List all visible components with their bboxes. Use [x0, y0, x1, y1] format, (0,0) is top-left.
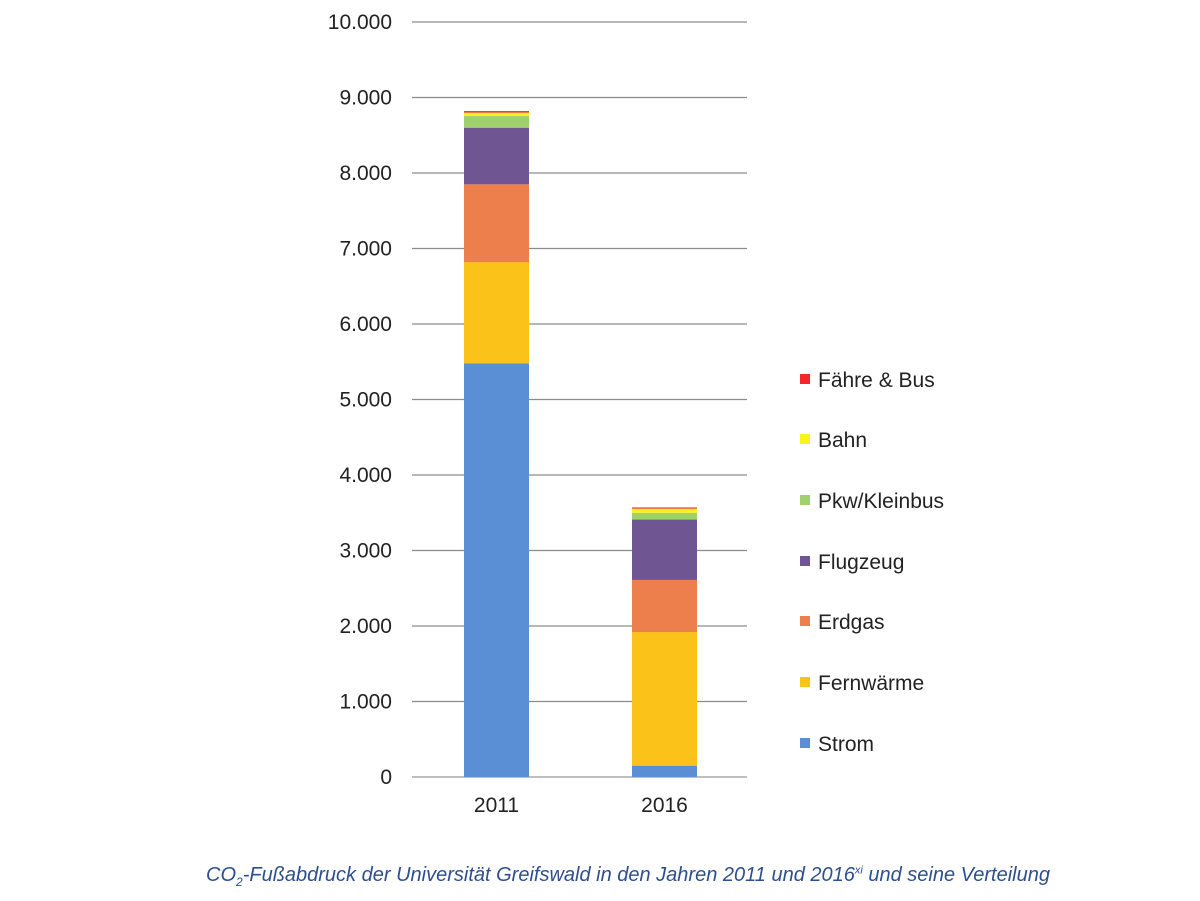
legend-label: Erdgas	[818, 611, 885, 634]
y-tick-label: 6.000	[339, 313, 392, 336]
legend-swatch	[800, 374, 810, 384]
legend-label: Fähre & Bus	[818, 369, 935, 392]
bar-segment-f-hre-bus-2011	[464, 111, 529, 113]
legend-label: Bahn	[818, 429, 867, 452]
bar-segment-flugzeug-2011	[464, 127, 529, 185]
legend-swatch	[800, 616, 810, 626]
stacked-bar-chart: 0 1.000 2.000 3.000 4.000 5.000 6.000 7.000 8.00…	[328, 11, 944, 817]
bar-segment-pkw-kleinbus-2011	[464, 115, 529, 128]
legend-label: Strom	[818, 733, 874, 756]
bar-segment-bahn-2016	[632, 508, 697, 513]
legend-label: Fernwärme	[818, 672, 924, 695]
bar-segment-pkw-kleinbus-2016	[632, 512, 697, 520]
figure-caption: CO2-Fußabdruck der Universität Greifswal…	[0, 864, 1200, 889]
bar-segment-fernw-rme-2016	[632, 632, 697, 766]
legend-swatch	[800, 738, 810, 748]
caption-text: -Fußabdruck der Universität Greifswald i…	[242, 864, 855, 886]
bar-segment-strom-2016	[632, 765, 697, 777]
legend-label: Flugzeug	[818, 551, 904, 574]
y-tick-label: 1.000	[339, 691, 392, 714]
y-tick-label: 2.000	[339, 615, 392, 638]
y-tick-label: 3.000	[339, 540, 392, 563]
bar-segment-erdgas-2011	[464, 184, 529, 263]
caption-subscript: 2	[236, 875, 243, 889]
y-tick-label: 7.000	[339, 238, 392, 261]
caption-co: CO	[206, 864, 236, 886]
y-tick-label: 5.000	[339, 389, 392, 412]
bar-segment-erdgas-2016	[632, 579, 697, 633]
y-tick-label: 8.000	[339, 162, 392, 185]
x-tick-label: 2011	[474, 794, 519, 817]
bar-segment-bahn-2011	[464, 112, 529, 116]
legend-swatch	[800, 495, 810, 505]
caption-footnote: xi	[854, 864, 863, 877]
bar-segment-f-hre-bus-2016	[632, 507, 697, 509]
legend-swatch	[800, 556, 810, 566]
y-tick-label: 0	[380, 766, 392, 789]
y-tick-label: 9.000	[339, 87, 392, 110]
caption-text-end: und seine Verteilung	[862, 864, 1050, 886]
x-tick-label: 2016	[641, 794, 688, 817]
bar-segment-fernw-rme-2011	[464, 262, 529, 364]
bar-segment-flugzeug-2016	[632, 519, 697, 580]
legend-label: Pkw/Kleinbus	[818, 490, 944, 513]
legend-swatch	[800, 434, 810, 444]
bar-segment-strom-2011	[464, 363, 529, 777]
legend-swatch	[800, 677, 810, 687]
y-tick-label: 10.000	[328, 11, 392, 34]
y-tick-label: 4.000	[339, 464, 392, 487]
